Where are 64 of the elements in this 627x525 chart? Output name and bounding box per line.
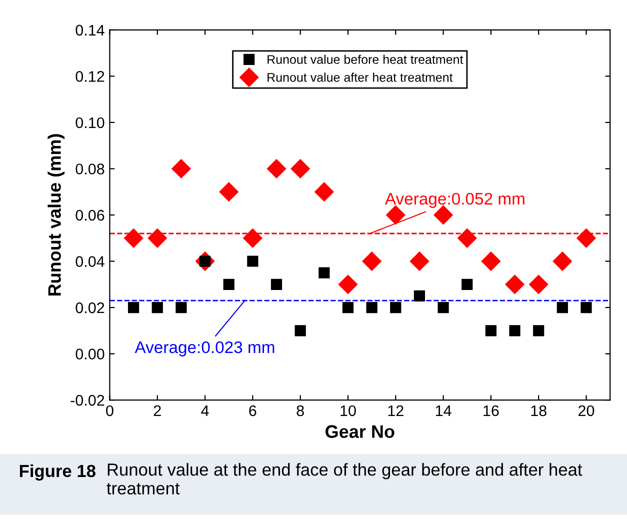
point <box>266 159 286 178</box>
point <box>390 302 402 314</box>
x-tick-label: 14 <box>436 405 452 416</box>
point <box>219 182 238 202</box>
legend-label: Runout value before heat treatment <box>268 54 464 64</box>
point <box>509 325 520 336</box>
point <box>505 274 524 294</box>
point <box>247 256 258 267</box>
point <box>314 182 334 202</box>
point <box>172 159 191 178</box>
x-tick-label: 4 <box>201 405 209 416</box>
x-tick-label: 18 <box>531 405 546 416</box>
point <box>533 325 544 336</box>
point <box>462 278 473 290</box>
point <box>362 252 382 271</box>
point <box>318 267 330 278</box>
point <box>458 228 477 248</box>
point <box>580 302 592 314</box>
point <box>366 302 378 314</box>
point <box>342 302 354 314</box>
point <box>556 302 568 314</box>
x-tick-label: 20 <box>578 405 594 416</box>
y-tick-label: 0.14 <box>76 24 104 36</box>
point <box>176 302 187 314</box>
point <box>485 325 496 336</box>
y-tick-label: 0.04 <box>76 256 104 267</box>
point <box>410 252 429 271</box>
y-tick-label: 0.10 <box>76 117 104 128</box>
point <box>124 228 144 248</box>
x-tick-label: 6 <box>249 405 256 416</box>
point <box>338 274 358 294</box>
point <box>438 302 449 314</box>
y-tick-label: 0.00 <box>76 348 104 360</box>
point <box>290 159 310 178</box>
x-axis-title: Gear No <box>326 425 394 438</box>
y-tick-label: 0.08 <box>76 164 104 174</box>
point <box>529 274 548 294</box>
y-tick-label: 0.12 <box>76 71 104 82</box>
point <box>481 252 500 271</box>
x-tick-label: 10 <box>340 405 356 416</box>
text: Runout value at the end face of the gear before and after heat treatment <box>106 463 582 494</box>
point <box>414 290 426 302</box>
x-tick-label: 2 <box>154 405 161 416</box>
x-tick-label: 0 <box>106 405 114 416</box>
ref-line-label: Average:0.023 mm <box>134 341 274 356</box>
x-tick-label: 8 <box>296 405 304 416</box>
point <box>152 302 163 314</box>
legend-label: Runout value after heat treatment <box>268 72 453 82</box>
point <box>270 278 282 290</box>
point <box>223 278 234 290</box>
point <box>148 228 167 248</box>
ref-line-label: Average:0.052 mm <box>384 192 524 208</box>
y-tick-label: 0.06 <box>76 210 104 221</box>
y-tick-label: 0.02 <box>76 302 104 314</box>
point <box>294 325 306 336</box>
point <box>552 252 572 271</box>
caption: Figure 18 <box>20 464 96 481</box>
point <box>576 228 596 248</box>
x-tick-label: 16 <box>484 405 499 416</box>
y-tick-label: -0.02 <box>70 394 104 406</box>
x-tick-label: 12 <box>388 405 404 416</box>
y-axis-title: Runout value (mm) <box>48 134 64 296</box>
point <box>243 228 262 248</box>
point <box>128 302 140 314</box>
